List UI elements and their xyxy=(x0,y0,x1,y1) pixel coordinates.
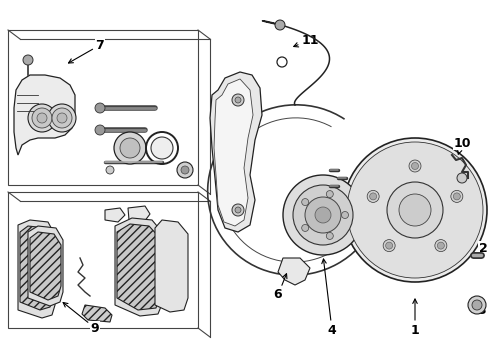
Polygon shape xyxy=(28,226,63,306)
Circle shape xyxy=(235,207,241,213)
Text: 10: 10 xyxy=(452,136,470,154)
Text: 5: 5 xyxy=(336,189,352,202)
Circle shape xyxy=(408,160,420,172)
Circle shape xyxy=(231,204,244,216)
Circle shape xyxy=(456,173,466,183)
Circle shape xyxy=(398,194,430,226)
Polygon shape xyxy=(115,218,162,316)
Circle shape xyxy=(37,113,47,123)
Circle shape xyxy=(292,185,352,245)
Circle shape xyxy=(52,108,72,128)
Text: 11: 11 xyxy=(293,33,318,47)
Circle shape xyxy=(114,132,146,164)
Polygon shape xyxy=(18,220,55,318)
Polygon shape xyxy=(155,220,187,312)
Text: 7: 7 xyxy=(68,39,104,63)
Circle shape xyxy=(57,113,67,123)
Polygon shape xyxy=(209,72,262,232)
Circle shape xyxy=(452,193,459,200)
Circle shape xyxy=(177,162,193,178)
Circle shape xyxy=(95,103,105,113)
Polygon shape xyxy=(20,226,53,310)
Circle shape xyxy=(325,233,333,239)
Polygon shape xyxy=(82,305,112,322)
Circle shape xyxy=(383,240,394,252)
Text: 6: 6 xyxy=(273,274,286,302)
Circle shape xyxy=(283,175,362,255)
Circle shape xyxy=(305,197,340,233)
Circle shape xyxy=(28,104,56,132)
Circle shape xyxy=(342,138,486,282)
Circle shape xyxy=(231,94,244,106)
Circle shape xyxy=(386,182,442,238)
Circle shape xyxy=(181,166,189,174)
Text: 2: 2 xyxy=(478,242,487,255)
Circle shape xyxy=(32,108,52,128)
Polygon shape xyxy=(128,206,150,222)
Text: 8: 8 xyxy=(230,94,239,114)
Circle shape xyxy=(366,190,378,202)
Circle shape xyxy=(274,20,285,30)
Circle shape xyxy=(341,212,348,219)
Circle shape xyxy=(471,300,481,310)
Circle shape xyxy=(314,207,330,223)
Circle shape xyxy=(346,142,482,278)
Circle shape xyxy=(467,296,485,314)
Circle shape xyxy=(436,242,444,249)
Text: 1: 1 xyxy=(410,299,419,337)
Circle shape xyxy=(23,55,33,65)
Circle shape xyxy=(369,193,376,200)
Polygon shape xyxy=(278,258,309,285)
Polygon shape xyxy=(30,232,61,300)
Circle shape xyxy=(301,224,308,231)
Circle shape xyxy=(48,104,76,132)
Circle shape xyxy=(95,125,105,135)
Polygon shape xyxy=(214,79,252,226)
Circle shape xyxy=(385,242,392,249)
Circle shape xyxy=(106,166,114,174)
Circle shape xyxy=(411,162,418,170)
Text: 3: 3 xyxy=(476,303,486,316)
Circle shape xyxy=(120,138,140,158)
Polygon shape xyxy=(117,224,159,310)
Circle shape xyxy=(235,97,241,103)
Circle shape xyxy=(325,190,333,198)
Text: 9: 9 xyxy=(63,302,99,334)
Polygon shape xyxy=(105,208,125,222)
Polygon shape xyxy=(14,75,75,155)
Circle shape xyxy=(450,190,462,202)
Text: 4: 4 xyxy=(321,259,336,337)
Circle shape xyxy=(434,240,446,252)
Circle shape xyxy=(151,137,173,159)
Circle shape xyxy=(301,199,308,206)
